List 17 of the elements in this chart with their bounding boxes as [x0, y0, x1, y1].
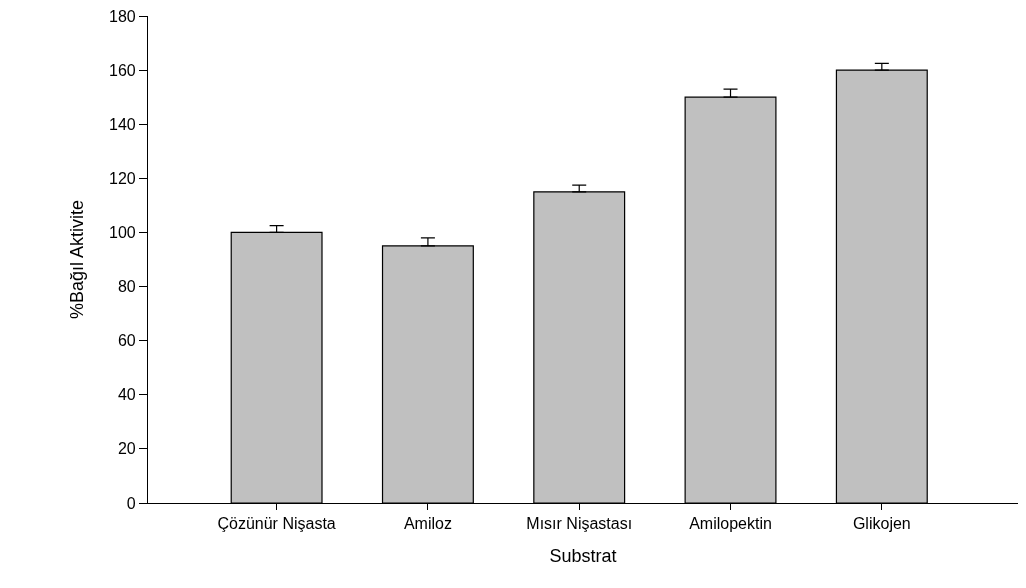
x-tick-label: Amiloz — [403, 515, 452, 533]
y-tick-label: 180 — [109, 7, 136, 25]
y-tick-label: 20 — [117, 440, 136, 458]
y-tick-label: 40 — [117, 386, 136, 404]
x-tick-label: Mısır Nişastası — [526, 515, 633, 533]
y-tick-label: 120 — [109, 169, 136, 187]
y-axis-title: %Bağıl Aktivite — [67, 199, 88, 320]
y-tick-label: 160 — [109, 61, 136, 79]
x-tick-label: Amilopektin — [689, 515, 772, 533]
x-axis-title: Substrat — [549, 546, 617, 567]
y-tick-label: 60 — [117, 332, 136, 350]
y-tick-label: 100 — [109, 224, 136, 242]
y-tick-label: 0 — [126, 494, 136, 512]
y-tick-label: 140 — [109, 115, 136, 133]
x-tick-label: Glikojen — [852, 515, 911, 533]
y-tick-label: 80 — [117, 278, 136, 296]
x-tick-label: Çözünür Nişasta — [217, 515, 336, 533]
